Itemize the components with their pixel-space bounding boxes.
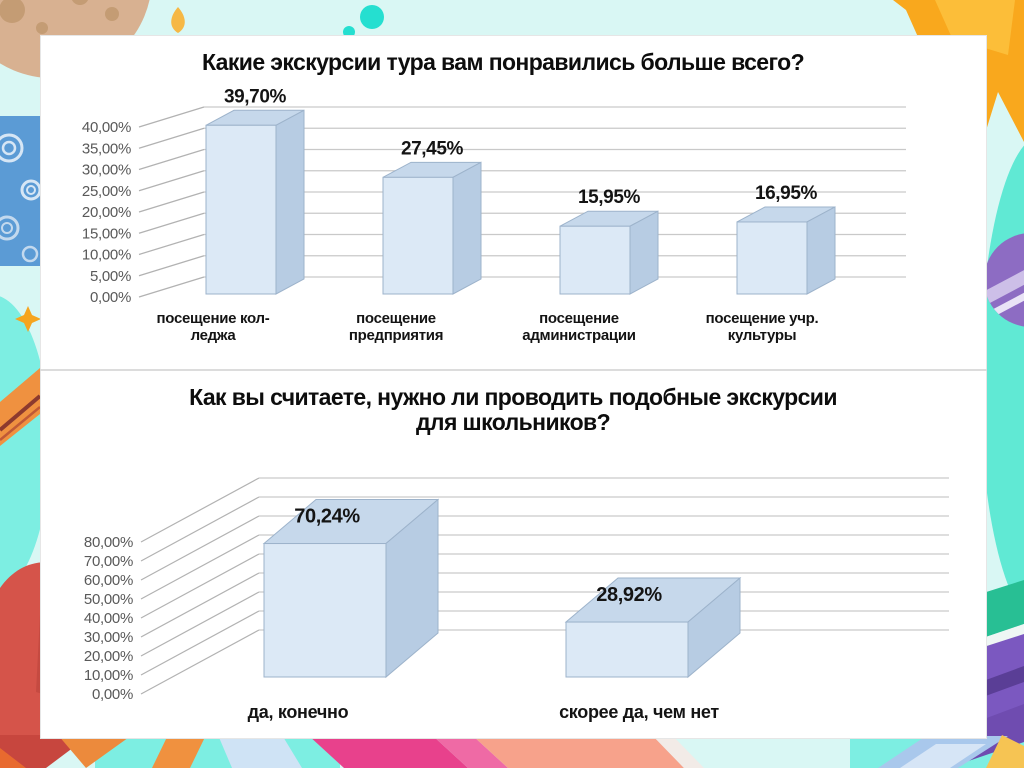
bar-side-face: [806, 206, 836, 295]
bar-value-label: 28,92%: [596, 584, 662, 606]
axis-depth-tick: [140, 591, 260, 657]
bar-3d: [564, 576, 742, 679]
axis-depth-tick: [140, 610, 260, 676]
sparkle-icon: [15, 306, 41, 332]
y-axis-tick-label: 50,00%: [84, 591, 133, 608]
y-axis-tick-label: 30,00%: [82, 162, 131, 179]
y-axis-tick-label: 10,00%: [84, 667, 133, 684]
bar-front-face: [263, 543, 387, 678]
category-label: культуры: [728, 327, 797, 344]
bar-value-label: 27,45%: [401, 138, 464, 159]
teal-dots-decoration: [343, 5, 384, 38]
axis-depth-tick: [140, 534, 260, 600]
bar-value-label: 70,24%: [294, 506, 360, 528]
chart-title: Какие экскурсии тура вам понравились бол…: [202, 49, 804, 75]
category-label: посещение: [539, 310, 619, 327]
charts-panel: Какие экскурсии тура вам понравились бол…: [40, 35, 987, 739]
bottom-collage-decoration: [0, 735, 1024, 768]
bar-3d: [559, 210, 659, 295]
axis-depth-tick: [138, 233, 205, 256]
bar-side-face: [275, 109, 305, 295]
y-axis-tick-label: 30,00%: [84, 629, 133, 646]
bar-front-face: [382, 176, 454, 295]
bar-front-face: [559, 225, 631, 295]
axis-depth-tick: [138, 106, 205, 128]
axis-depth-tick: [138, 127, 205, 149]
bar-side-face: [452, 161, 482, 295]
y-axis-tick-label: 70,00%: [84, 553, 133, 570]
category-label: посещение учр.: [706, 310, 819, 327]
bar-front-face: [565, 621, 689, 678]
category-label: скорее да, чем нет: [559, 702, 719, 722]
bar-3d: [736, 206, 836, 295]
axis-depth-tick: [140, 515, 260, 581]
bar-3d: [262, 498, 440, 679]
category-label: посещение: [356, 310, 436, 327]
y-axis-tick-label: 10,00%: [82, 247, 131, 264]
flame-decoration: [171, 7, 185, 33]
y-axis-tick-label: 20,00%: [82, 204, 131, 221]
y-axis-tick-label: 5,00%: [90, 268, 131, 285]
category-label: посещение кол-: [157, 310, 270, 327]
y-axis-tick-label: 0,00%: [90, 289, 131, 306]
y-axis-tick-label: 40,00%: [82, 119, 131, 136]
y-axis-tick-label: 20,00%: [84, 648, 133, 665]
axis-depth-tick: [140, 477, 260, 543]
category-label: леджа: [191, 327, 237, 344]
axis-depth-tick: [138, 191, 205, 213]
y-axis-tick-label: 25,00%: [82, 183, 131, 200]
chart-top-excursions: Какие экскурсии тура вам понравились бол…: [82, 49, 906, 344]
axis-depth-tick: [138, 170, 205, 192]
y-axis-tick-label: 35,00%: [82, 140, 131, 157]
category-label: да, конечно: [248, 702, 349, 722]
y-axis-tick-label: 15,00%: [82, 225, 131, 242]
chart-bottom-opinion: Как вы считаете, нужно ли проводить подо…: [84, 384, 949, 722]
axis-depth-tick: [140, 496, 260, 562]
axis-depth-tick: [140, 553, 260, 619]
category-label: администрации: [522, 327, 635, 344]
y-axis-tick-label: 80,00%: [84, 534, 133, 551]
axis-depth-tick: [138, 212, 205, 234]
bar-front-face: [736, 221, 808, 295]
y-axis-tick-label: 0,00%: [92, 686, 133, 703]
bar-front-face: [205, 124, 277, 295]
axis-depth-tick: [140, 629, 260, 695]
chart-title: для школьников?: [416, 409, 610, 435]
swirl-panel-decoration: [0, 116, 42, 266]
axis-depth-tick: [138, 148, 205, 171]
bar-3d: [205, 109, 305, 295]
ball-decoration: [984, 233, 1024, 327]
y-axis-tick-label: 60,00%: [84, 572, 133, 589]
bar-3d: [382, 161, 482, 295]
axis-depth-tick: [138, 276, 205, 298]
chart-title: Как вы считаете, нужно ли проводить подо…: [189, 384, 837, 410]
bar-side-face: [629, 210, 659, 295]
axis-depth-tick: [140, 572, 260, 638]
charts-divider: [40, 369, 987, 371]
bar-value-label: 16,95%: [755, 183, 818, 204]
bar-value-label: 15,95%: [578, 187, 641, 208]
y-axis-tick-label: 40,00%: [84, 610, 133, 627]
pencil-decoration: [0, 368, 42, 446]
category-label: предприятия: [349, 327, 443, 344]
axis-depth-tick: [138, 255, 205, 277]
bar-value-label: 39,70%: [224, 86, 287, 107]
